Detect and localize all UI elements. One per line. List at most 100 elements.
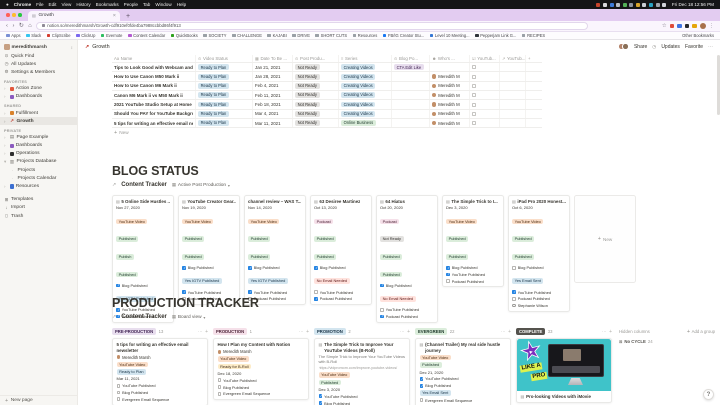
sidebar-item-resources[interactable]: › Resources xyxy=(0,182,77,190)
checklist-item[interactable]: Blog Published xyxy=(116,283,170,288)
group-options-icon[interactable]: ⋯ xyxy=(298,328,304,334)
sidebar-item-action-zone[interactable]: › Action Zone xyxy=(0,85,77,93)
checklist-item[interactable]: Blog Published xyxy=(182,265,236,270)
cell-who[interactable]: Meredith M xyxy=(430,109,470,118)
checkbox[interactable] xyxy=(472,93,476,98)
cell-name[interactable]: Canon M6 Mark ii vs M50 Mark ii xyxy=(112,91,196,100)
checkbox[interactable] xyxy=(380,307,384,312)
updates-button[interactable]: Updates xyxy=(661,43,680,50)
sidebar-item-projects-calendar[interactable]: · Projects Calendar xyxy=(0,174,77,182)
person-chip[interactable]: Meredith M xyxy=(432,102,460,107)
cell-date[interactable]: Feb 18, 2021 xyxy=(253,100,293,109)
checkbox[interactable] xyxy=(314,266,318,270)
cell-post-production[interactable]: Not Ready xyxy=(293,91,339,100)
forward-icon[interactable]: › xyxy=(12,23,15,29)
person-chip[interactable]: Meredith M xyxy=(432,83,460,88)
status-tag[interactable]: Ready to Plan xyxy=(198,73,229,80)
status-tag[interactable]: Not Ready xyxy=(295,64,320,71)
tag[interactable]: Published xyxy=(116,271,139,278)
checkbox[interactable] xyxy=(217,391,222,396)
cell-blog-post[interactable] xyxy=(392,91,430,100)
cell-blog-post[interactable]: CTA Edit Like xyxy=(392,63,430,72)
cell-youtube-url[interactable] xyxy=(500,109,526,118)
tag[interactable]: Yes Email Sent xyxy=(419,390,451,396)
checkbox[interactable] xyxy=(446,279,450,283)
tag[interactable]: Published xyxy=(512,253,535,260)
bookmark-folder[interactable]: SHORT CUTS xyxy=(315,33,347,38)
status-tag[interactable]: Ready to Plan xyxy=(198,64,229,71)
status-tag[interactable]: Ready to Plan xyxy=(198,110,229,117)
tag[interactable]: Published xyxy=(446,253,469,260)
table-row[interactable]: How to Use Canon M50 Mark ii Ready to Pl… xyxy=(112,72,542,82)
chevron-right-icon[interactable]: › xyxy=(4,151,6,157)
chevron-right-icon[interactable]: › xyxy=(4,184,6,190)
help-button[interactable]: ? xyxy=(703,389,714,400)
checkbox[interactable] xyxy=(472,74,476,79)
sidebar-item-all-updates[interactable]: ◷ All Updates xyxy=(0,60,77,68)
status-tag[interactable]: Ready to Plan xyxy=(198,120,229,127)
person-property[interactable]: Stephanie Wilson xyxy=(512,303,566,308)
cell-series[interactable]: Creating Videos xyxy=(339,91,392,100)
menu-item-history[interactable]: History xyxy=(76,2,91,7)
cell-date[interactable]: Jan 21, 2021 xyxy=(253,63,293,72)
browser-tab[interactable]: ▤ Growth × xyxy=(28,10,120,21)
cell-blog-post[interactable] xyxy=(392,100,430,109)
group-options-icon[interactable]: ⋯ xyxy=(197,328,203,334)
menu-item-tab[interactable]: Tab xyxy=(142,2,151,7)
checkbox[interactable] xyxy=(248,290,252,294)
cell-video-status[interactable]: Ready to Plan xyxy=(196,72,253,81)
url-text[interactable]: notion.so/meredithmarsh/Growth-cdf910ef0… xyxy=(47,23,181,29)
checkbox[interactable] xyxy=(472,111,476,116)
checkbox[interactable] xyxy=(472,102,476,107)
tag[interactable]: YouTube Video xyxy=(446,218,478,225)
tag[interactable]: YouTube Video xyxy=(318,372,350,378)
extension-icon[interactable] xyxy=(684,23,690,29)
add-column-button[interactable]: + xyxy=(526,55,542,62)
chevron-right-icon[interactable]: › xyxy=(4,86,6,92)
chevron-right-icon[interactable]: › xyxy=(4,118,6,124)
board-card[interactable]: ▶ LIKE A PRO ▤ Pro-looking Videos with iM… xyxy=(516,338,612,404)
window-close-button[interactable] xyxy=(6,13,10,17)
checklist-item[interactable]: Blog Published xyxy=(512,265,566,270)
tag[interactable]: Ready for B-Roll xyxy=(217,363,252,370)
column-header-who[interactable]: ☻ Who's ... xyxy=(430,55,470,63)
apple-menu-icon[interactable]: ● xyxy=(6,2,9,7)
checklist-item[interactable]: Blog Published xyxy=(314,265,368,270)
tag[interactable]: Published xyxy=(248,236,271,242)
group-options-icon[interactable]: ⋯ xyxy=(601,328,607,334)
tag[interactable]: Published xyxy=(380,271,403,278)
status-tag[interactable]: Ready to Plan xyxy=(198,92,229,99)
add-group-button[interactable]: + Add a group xyxy=(687,329,715,335)
cell-who[interactable]: Meredith M xyxy=(430,81,470,91)
tag[interactable]: Published xyxy=(248,253,271,260)
series-tag[interactable]: Creating Videos xyxy=(341,92,376,99)
cell-name[interactable]: 5 tips for writing an effective email ne… xyxy=(112,118,196,128)
bookmark-item[interactable]: Pepperjam Link G... xyxy=(475,33,516,38)
person-chip[interactable]: Meredith M xyxy=(432,74,460,79)
checklist-item[interactable]: Podcast Published xyxy=(182,296,236,301)
board-card[interactable]: ▤ The Simple Trick to Improve Your YouTub… xyxy=(314,338,410,405)
bookmark-item[interactable]: Apps xyxy=(6,33,21,38)
group-name-tag[interactable]: PROMOTION xyxy=(314,328,346,335)
chevron-right-icon[interactable]: › xyxy=(4,110,6,116)
column-header-series[interactable]: ≡ Series xyxy=(339,55,392,63)
checklist-item[interactable]: YouTube Published xyxy=(380,307,434,312)
group-name-tag[interactable]: PRODUCTION xyxy=(213,328,248,335)
person-chip[interactable]: Meredith M xyxy=(432,111,460,116)
checklist-item[interactable]: Evergreen Email Sequence xyxy=(419,398,507,403)
other-bookmarks[interactable]: Other Bookmarks xyxy=(681,33,714,38)
sidebar-item-dashboards[interactable]: › Dashboards xyxy=(0,93,77,101)
extension-icon[interactable] xyxy=(669,23,675,29)
cell-who[interactable]: Meredith M xyxy=(430,118,470,128)
chevron-right-icon[interactable]: › xyxy=(4,134,6,140)
checkbox[interactable] xyxy=(380,283,384,288)
browser-profile-avatar[interactable] xyxy=(700,23,706,29)
sidebar-item-fulfillment[interactable]: › Fulfillment xyxy=(0,109,77,117)
checklist-item[interactable]: YouTube Published xyxy=(182,290,236,295)
workspace-switcher[interactable]: meredithmarsh ↕ xyxy=(0,42,77,52)
status-tag[interactable]: Not Ready xyxy=(295,92,320,99)
cell-youtube-url[interactable] xyxy=(500,63,526,72)
blog-card[interactable]: ▤ 5 Online Side Hustles ... Nov 27, 2020 … xyxy=(112,195,174,323)
scrollbar[interactable] xyxy=(717,55,720,115)
tag[interactable]: Published xyxy=(419,362,442,368)
